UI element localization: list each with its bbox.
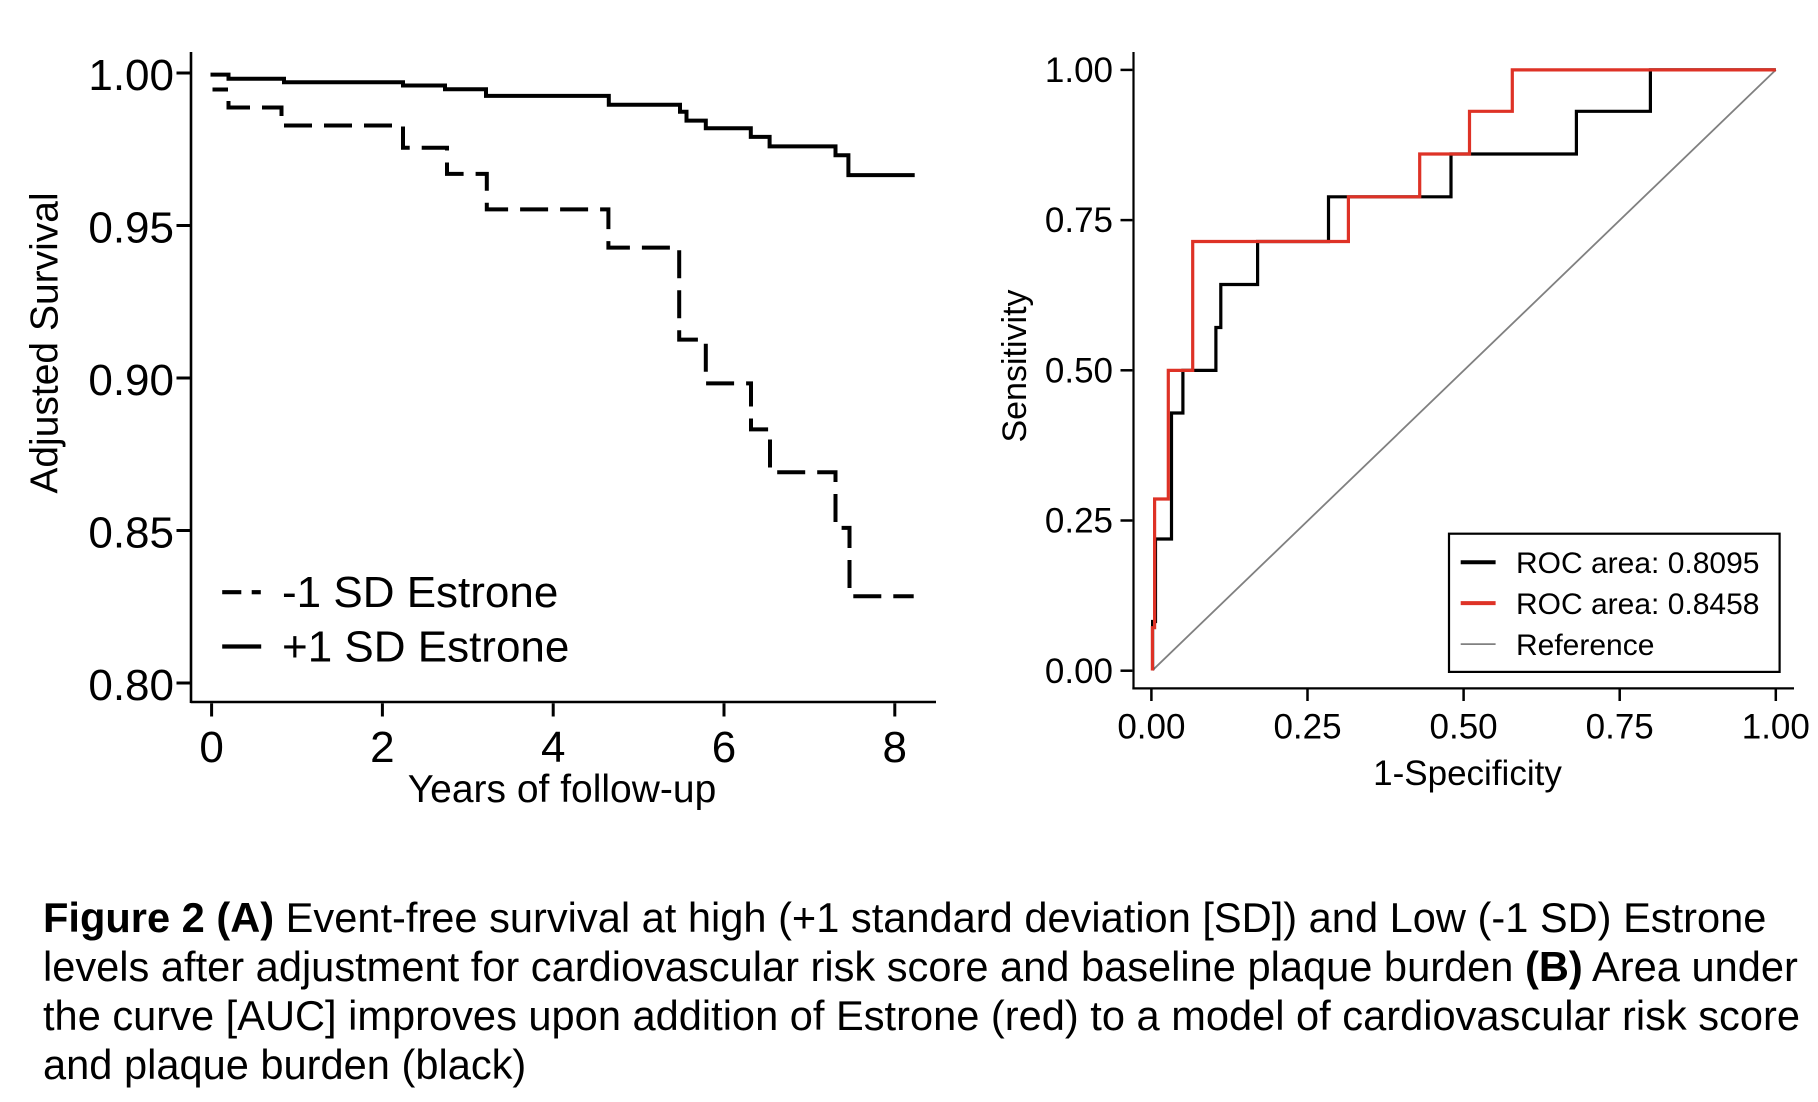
svg-text:0.80: 0.80 [88,661,174,710]
svg-text:8: 8 [883,723,907,772]
svg-text:ROC area: 0.8095: ROC area: 0.8095 [1516,547,1759,580]
svg-text:0.75: 0.75 [1586,708,1654,747]
svg-text:Sensitivity: Sensitivity [996,289,1034,442]
svg-text:and plaque burden (black): and plaque burden (black) [43,1041,526,1088]
svg-text:Years of follow-up: Years of follow-up [408,768,717,811]
svg-text:0.75: 0.75 [1045,201,1113,240]
svg-text:0.85: 0.85 [88,509,174,558]
svg-text:Reference: Reference [1516,629,1654,662]
svg-text:2: 2 [370,723,394,772]
svg-text:1.00: 1.00 [1045,51,1113,90]
svg-text:0.25: 0.25 [1273,708,1341,747]
svg-text:6: 6 [712,723,736,772]
svg-text:-1 SD Estrone: -1 SD Estrone [282,568,558,617]
svg-text:0.00: 0.00 [1117,708,1185,747]
svg-text:ROC area: 0.8458: ROC area: 0.8458 [1516,588,1759,621]
svg-text:1.00: 1.00 [88,51,174,100]
svg-text:Adjusted Survival: Adjusted Survival [24,192,67,493]
svg-text:Figure 2 (A) Event-free surviv: Figure 2 (A) Event-free survival at high… [43,894,1766,941]
svg-text:+1 SD Estrone: +1 SD Estrone [282,623,569,672]
svg-text:0.90: 0.90 [88,356,174,405]
svg-text:1.00: 1.00 [1742,708,1810,747]
svg-text:levels after adjustment for ca: levels after adjustment for cardiovascul… [43,943,1798,990]
svg-text:0.50: 0.50 [1430,708,1498,747]
svg-text:0.25: 0.25 [1045,502,1113,541]
svg-text:0.50: 0.50 [1045,351,1113,390]
svg-text:0: 0 [199,723,223,772]
svg-text:1-Specificity: 1-Specificity [1373,754,1562,793]
svg-text:4: 4 [541,723,565,772]
svg-text:the curve [AUC] improves upon: the curve [AUC] improves upon addition o… [43,992,1800,1039]
svg-text:0.95: 0.95 [88,204,174,253]
svg-text:0.00: 0.00 [1045,652,1113,691]
